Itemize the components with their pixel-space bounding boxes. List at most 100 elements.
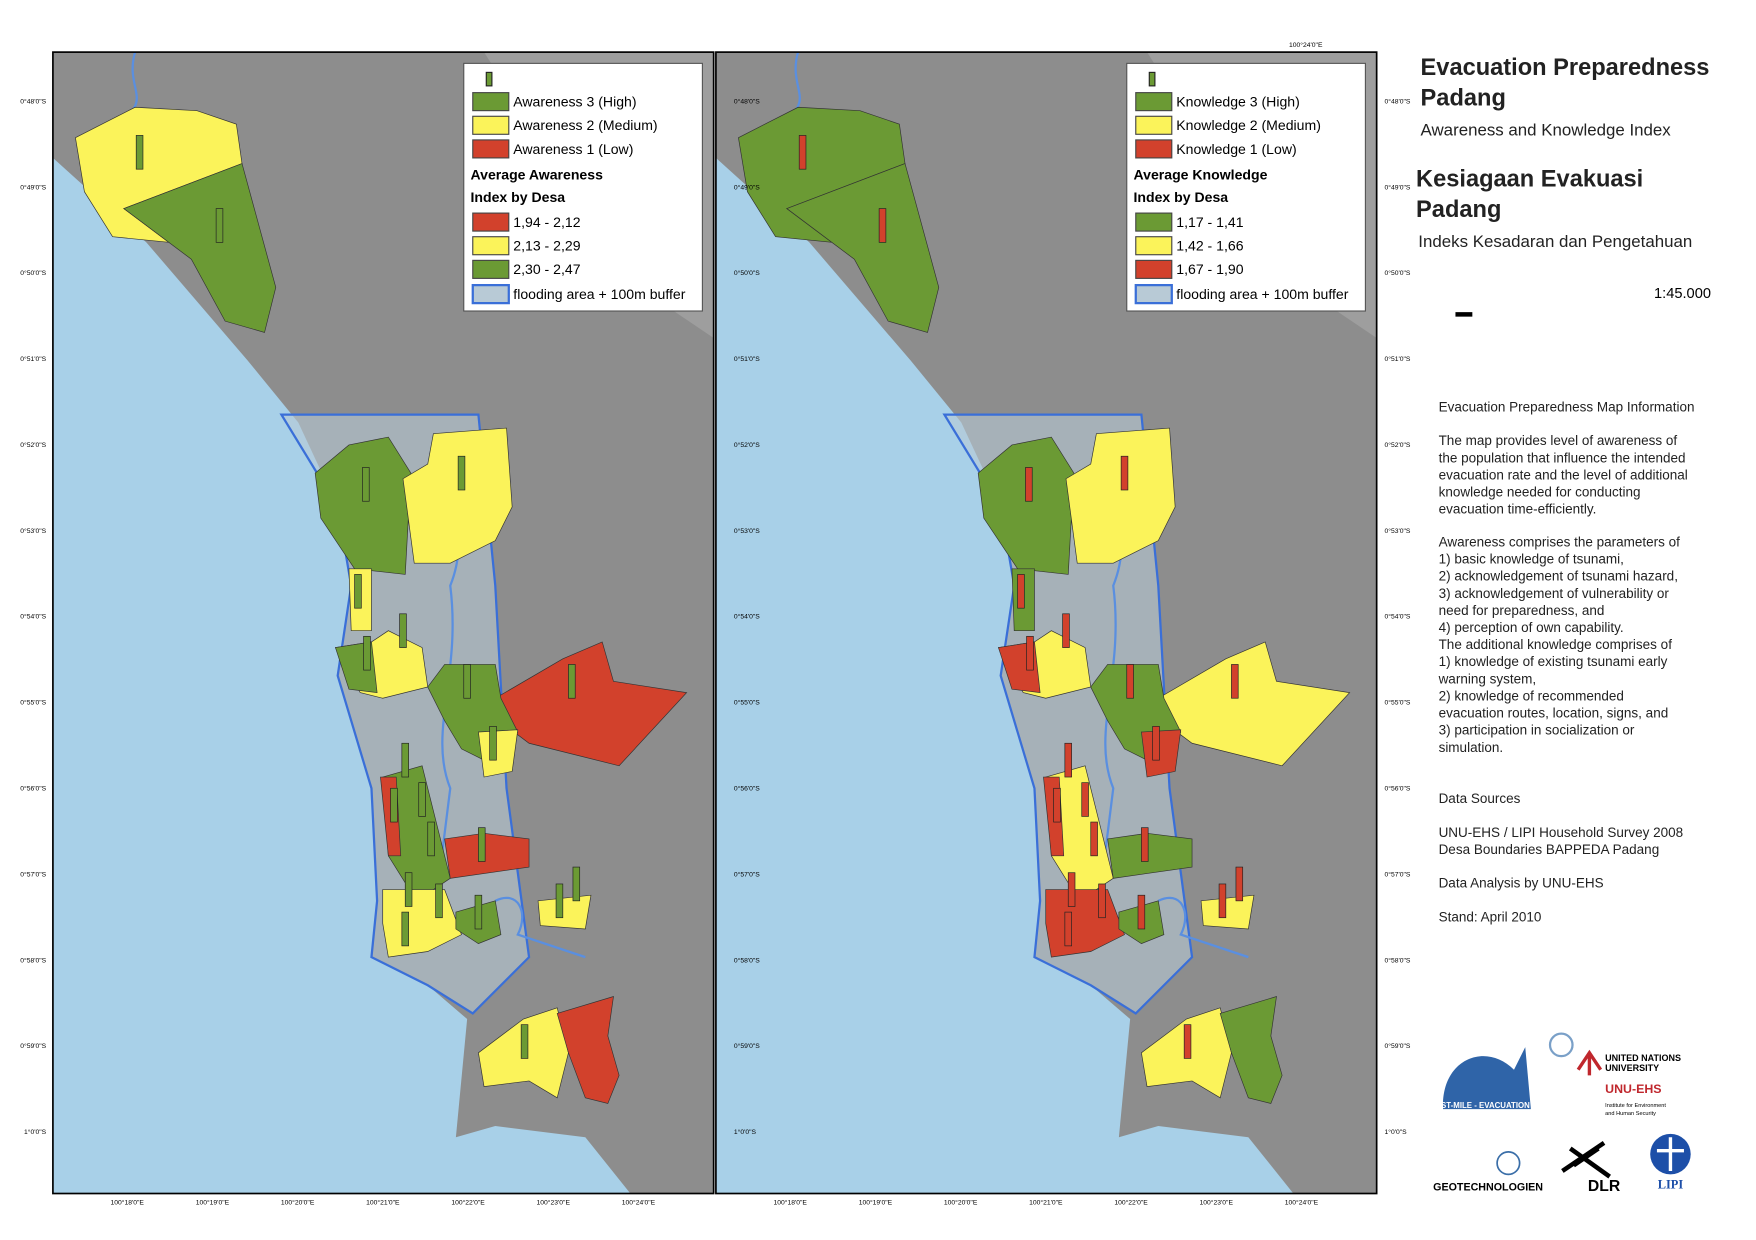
lon-label: 100°20'0"E [281, 1198, 315, 1206]
info-text: knowledge needed for conducting [1439, 484, 1641, 499]
index-symbol [1137, 894, 1146, 930]
index-symbol [520, 1024, 529, 1059]
lat-label: 0°55'0"S [734, 699, 760, 707]
logo-text: LIPI [1658, 1177, 1684, 1191]
title: Evacuation Preparedness [1421, 55, 1710, 81]
logo-wave [1442, 1047, 1531, 1110]
lat-label: 0°54'0"S [20, 613, 46, 621]
desa-polygon [977, 436, 1075, 575]
lat-label: 0°50'0"S [20, 269, 46, 277]
title: Padang [1421, 86, 1506, 112]
index-symbol [478, 827, 486, 862]
info-text: 2) knowledge of recommended [1439, 688, 1624, 703]
index-symbol [363, 635, 371, 671]
info-text: The map provides level of awareness of [1439, 433, 1678, 448]
lat-label: 0°53'0"S [1385, 527, 1411, 535]
info-text: evacuation routes, location, signs, and [1439, 706, 1669, 721]
lat-label: 0°50'0"S [734, 269, 760, 277]
index-symbol [474, 894, 483, 930]
legend-heading: Average Knowledge [1134, 167, 1268, 183]
info-text: evacuation time-efficiently. [1439, 502, 1597, 517]
desa-polygon [556, 996, 620, 1104]
desa-polygon [1107, 832, 1193, 879]
lat-label: 0°49'0"S [1385, 183, 1411, 191]
scale-bar [1455, 312, 1473, 317]
lat-label: 1°0'0"S [24, 1128, 47, 1136]
legend-label: 1,94 - 2,12 [513, 214, 580, 230]
desa-polygon [402, 427, 513, 564]
logo-text: UNIVERSITY [1605, 1063, 1659, 1073]
index-symbol [878, 208, 887, 243]
lat-label: 0°57'0"S [1385, 870, 1411, 878]
logo-text: DLR [1588, 1178, 1621, 1195]
scale-text: 1:45.000 [1654, 286, 1711, 302]
lon-label: 100°22'0"E [1114, 1198, 1148, 1206]
legend-symbol [1148, 71, 1156, 87]
legend-swatch [1135, 115, 1173, 135]
logo-text: LAST-MILE - EVACUATION [1431, 1101, 1531, 1110]
index-symbol [1062, 613, 1070, 648]
lat-label: 0°59'0"S [20, 1042, 46, 1050]
info-text: need for preparedness, and [1439, 603, 1605, 618]
index-symbol [399, 613, 407, 648]
lat-label: 0°58'0"S [734, 956, 760, 964]
index-symbol [1017, 574, 1025, 609]
info-text: 3) acknowledgement of vulnerability or [1439, 586, 1670, 601]
legend-swatch [472, 212, 510, 232]
desa-polygon [314, 436, 412, 575]
lat-label: 0°52'0"S [734, 441, 760, 449]
desa-polygon [1219, 996, 1283, 1104]
logo-dlr-mark [1561, 1140, 1611, 1179]
sea [52, 157, 631, 1194]
lon-label: 100°19'0"E [859, 1198, 893, 1206]
index-symbol [1231, 664, 1239, 699]
legend-swatch [471, 283, 510, 305]
legend-label: 1,67 - 1,90 [1176, 261, 1243, 277]
subtitle: Indeks Kesadaran dan Pengetahuan [1418, 232, 1692, 251]
lon-label: 100°19'0"E [196, 1198, 230, 1206]
legend-label: Knowledge 1 (Low) [1176, 141, 1296, 157]
index-symbol [390, 787, 398, 823]
subtitle: Awareness and Knowledge Index [1421, 120, 1672, 139]
desa-polygon [537, 894, 592, 930]
legend-label: Knowledge 3 (High) [1176, 93, 1300, 109]
lat-label: 0°56'0"S [734, 785, 760, 793]
lat-label: 0°56'0"S [1385, 785, 1411, 793]
index-symbol [1218, 883, 1227, 919]
lon-label: 100°20'0"E [944, 1198, 978, 1206]
index-symbol [135, 135, 144, 170]
legend-label: Knowledge 2 (Medium) [1176, 117, 1321, 133]
info-text: The additional knowledge comprises of [1439, 637, 1673, 652]
lon-label: 100°24'0"E [1285, 1198, 1319, 1206]
index-symbol [427, 821, 435, 857]
logo-text: UNU-EHS [1605, 1082, 1661, 1096]
logo-lipi-mark [1656, 1137, 1684, 1172]
index-symbol [1235, 866, 1244, 902]
info-text: Awareness comprises the parameters of [1439, 534, 1681, 549]
index-symbol [1141, 827, 1149, 862]
legend-symbol [485, 71, 493, 87]
logo-geo [1496, 1151, 1521, 1176]
info-text: evacuation rate and the level of additio… [1439, 467, 1688, 482]
legend-swatch [1135, 139, 1173, 159]
legend-heading: Index by Desa [1134, 189, 1229, 205]
legend-swatch [1135, 259, 1173, 279]
index-symbol [1090, 821, 1098, 857]
lat-label: 0°58'0"S [20, 956, 46, 964]
lat-label: 0°59'0"S [734, 1042, 760, 1050]
desa-polygon [1065, 427, 1176, 564]
legend-swatch [472, 236, 510, 256]
info-text: 4) perception of own capability. [1439, 620, 1624, 635]
index-symbol [354, 574, 362, 609]
lat-label: 0°57'0"S [734, 870, 760, 878]
index-symbol [1026, 635, 1034, 671]
index-symbol [798, 135, 807, 170]
desa-polygon [786, 163, 940, 333]
top-label: 100°24'0"E [1289, 41, 1323, 49]
info-text: Desa Boundaries BAPPEDA Padang [1439, 842, 1660, 857]
info-text: 2) acknowledgement of tsunami hazard, [1439, 569, 1678, 584]
desa-polygon [1200, 894, 1255, 930]
index-symbol [555, 883, 564, 919]
legend-swatch [1135, 236, 1173, 256]
